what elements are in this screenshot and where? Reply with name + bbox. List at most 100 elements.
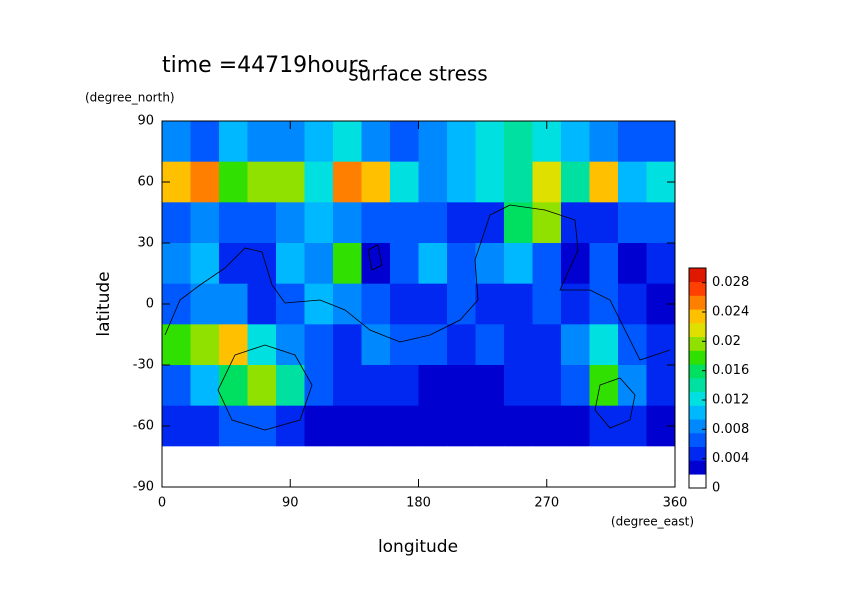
- colorbar-segment: [689, 419, 706, 434]
- colorbar-frame: [688, 267, 707, 489]
- colorbar-segment: [689, 474, 706, 489]
- heatmap-cell: [219, 446, 248, 488]
- heatmap-cell: [247, 202, 277, 244]
- heatmap-cell: [219, 283, 248, 325]
- colorbar-segment: [689, 323, 706, 338]
- heatmap-cell: [646, 365, 676, 407]
- colorbar-tick-label: 0.028: [712, 275, 749, 290]
- chart-title: surface stress: [348, 62, 487, 86]
- heatmap-cell: [304, 365, 334, 407]
- heatmap-cell: [561, 161, 590, 203]
- y-tick-label: -30: [133, 358, 154, 373]
- y-axis-label: latitude: [94, 271, 114, 336]
- heatmap-cell: [618, 446, 647, 488]
- heatmap-cell: [475, 283, 505, 325]
- heatmap-cell: [418, 283, 448, 325]
- heatmap-cell: [361, 243, 391, 285]
- heatmap-cell: [361, 365, 391, 407]
- colorbar-segment: [689, 364, 706, 379]
- heatmap-cell: [561, 283, 590, 325]
- colorbar-tick-label: 0.02: [712, 334, 741, 349]
- heatmap-cell: [561, 446, 590, 488]
- heatmap-cell: [390, 121, 419, 163]
- colorbar-segment: [689, 405, 706, 420]
- heatmap-cell: [304, 161, 334, 203]
- heatmap-cell: [475, 324, 505, 366]
- heatmap-cell: [418, 161, 448, 203]
- heatmap-cell: [276, 243, 305, 285]
- heatmap-cell: [333, 283, 362, 325]
- colorbar-tick-label: 0.004: [712, 451, 749, 466]
- heatmap-cell: [504, 161, 533, 203]
- heatmap-cell: [247, 283, 277, 325]
- y-tick-label: -90: [133, 480, 154, 495]
- heatmap-cell: [390, 283, 419, 325]
- heatmap-cell: [276, 365, 305, 407]
- heatmap-cell: [589, 324, 619, 366]
- heatmap-cell: [162, 121, 191, 163]
- colorbar-segment: [689, 378, 706, 393]
- heatmap-cell: [190, 161, 220, 203]
- colorbar-segment: [689, 350, 706, 365]
- heatmap-cell: [418, 121, 448, 163]
- heatmap-cell: [361, 121, 391, 163]
- colorbar-segment: [689, 391, 706, 406]
- heatmap-cell: [333, 161, 362, 203]
- colorbar-segment: [689, 295, 706, 310]
- heatmap-cell: [589, 446, 619, 488]
- colorbar-tick-label: 0.016: [712, 363, 749, 378]
- colorbar: [689, 268, 706, 489]
- heatmap-cell: [475, 202, 505, 244]
- colorbar-tick-label: 0.008: [712, 422, 749, 437]
- heatmap-cell: [447, 121, 476, 163]
- heatmap-cells: [162, 121, 676, 488]
- heatmap-cell: [219, 365, 248, 407]
- heatmap-cell: [390, 243, 419, 285]
- heatmap-cell: [504, 202, 533, 244]
- heatmap-cell: [418, 365, 448, 407]
- heatmap-cell: [561, 121, 590, 163]
- heatmap-cell: [589, 161, 619, 203]
- heatmap-cell: [589, 121, 619, 163]
- heatmap-cell: [190, 121, 220, 163]
- heatmap-cell: [589, 202, 619, 244]
- heatmap-cell: [390, 446, 419, 488]
- heatmap-cell: [247, 121, 277, 163]
- heatmap-cell: [276, 324, 305, 366]
- heatmap-cell: [304, 243, 334, 285]
- heatmap-cell: [447, 405, 476, 447]
- coastline: [164, 204, 671, 361]
- heatmap-cell: [618, 365, 647, 407]
- coastlines: [164, 204, 671, 431]
- x-unit: (degree_east): [611, 515, 694, 529]
- heatmap-cell: [361, 283, 391, 325]
- heatmap-cell: [247, 243, 277, 285]
- heatmap-cell: [247, 324, 277, 366]
- heatmap-cell: [333, 324, 362, 366]
- x-tick-label: 90: [282, 496, 299, 511]
- heatmap-cell: [190, 243, 220, 285]
- heatmap-cell: [333, 121, 362, 163]
- heatmap-cell: [618, 121, 647, 163]
- heatmap-cell: [276, 405, 305, 447]
- heatmap-cell: [418, 243, 448, 285]
- heatmap-cell: [447, 202, 476, 244]
- heatmap-cell: [447, 324, 476, 366]
- heatmap-cell: [190, 405, 220, 447]
- heatmap-cell: [162, 324, 191, 366]
- heatmap-cell: [646, 121, 676, 163]
- heatmap-cell: [304, 283, 334, 325]
- heatmap-cell: [618, 243, 647, 285]
- coastline: [367, 244, 383, 271]
- coastline: [594, 377, 636, 429]
- heatmap-cell: [247, 161, 277, 203]
- heatmap-cell: [390, 202, 419, 244]
- colorbar-tick-label: 0: [712, 481, 720, 496]
- heatmap-cell: [504, 446, 533, 488]
- heatmap-cell: [361, 202, 391, 244]
- heatmap-cell: [333, 243, 362, 285]
- heatmap-cell: [190, 324, 220, 366]
- heatmap-cell: [475, 446, 505, 488]
- heatmap-cell: [618, 405, 647, 447]
